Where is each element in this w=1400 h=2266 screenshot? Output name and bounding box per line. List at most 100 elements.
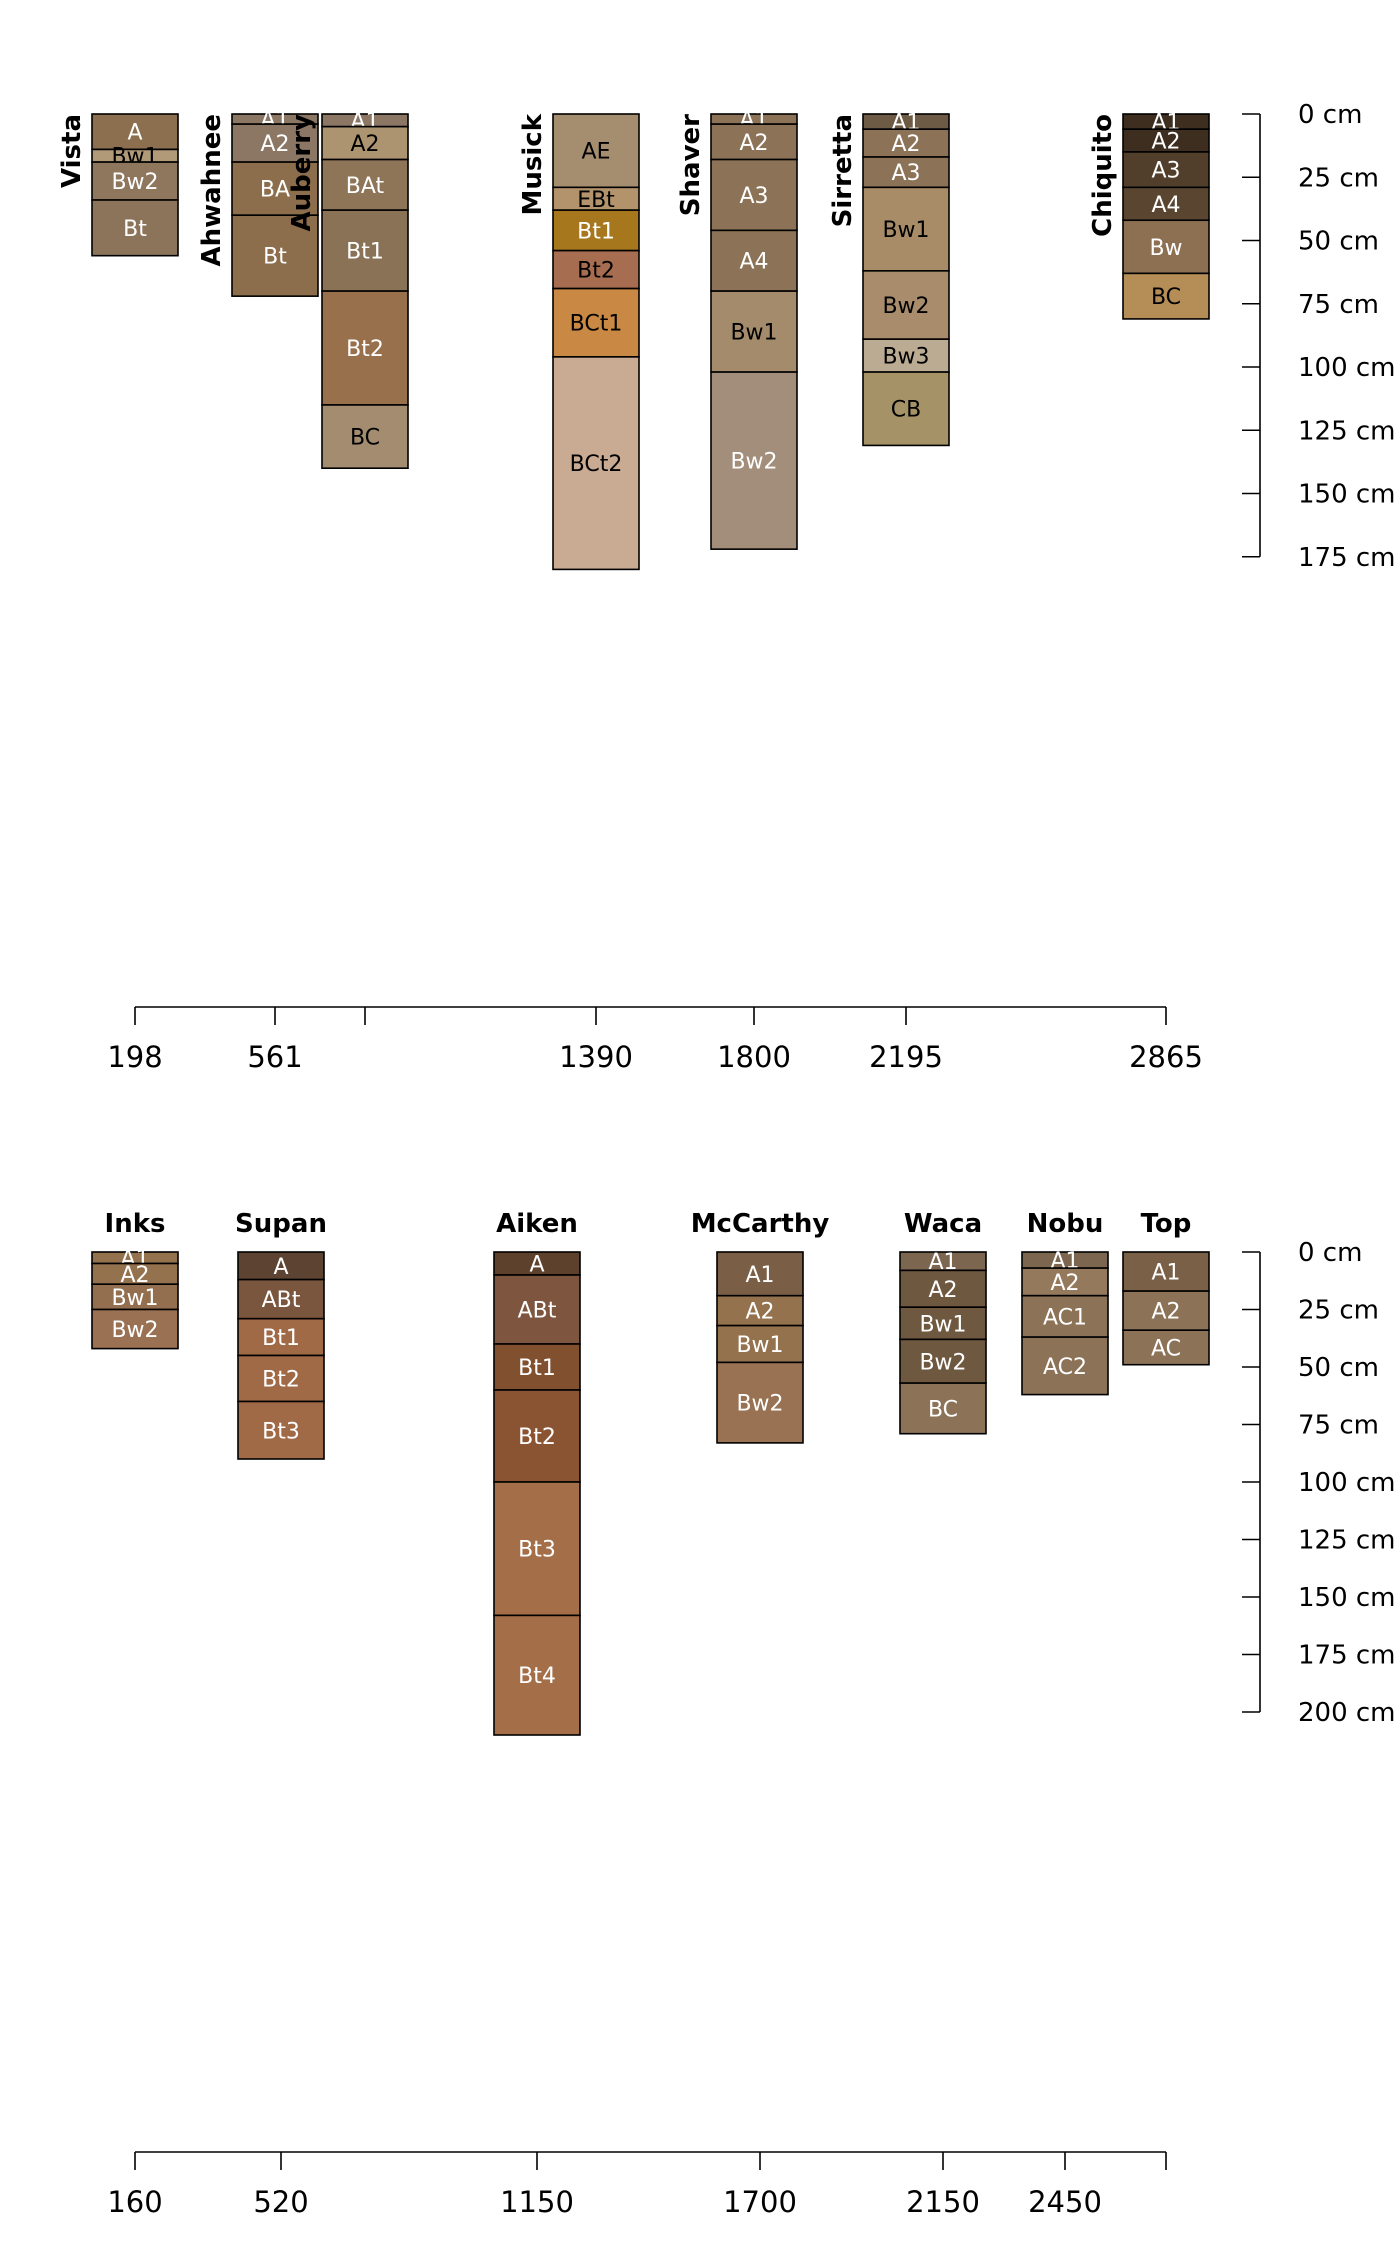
horizon-ahwahnee-3 xyxy=(231,214,319,297)
depth-tick-label: 100 cm xyxy=(1298,353,1396,383)
horizon-label: AE xyxy=(582,140,611,165)
horizon-label: Bw xyxy=(1149,236,1182,261)
depth-tick-label: 100 cm xyxy=(1298,1468,1396,1498)
depth-tick-label: 50 cm xyxy=(1298,1353,1379,1383)
x-tick-label: 2865 xyxy=(1129,1040,1203,1074)
horizon-label: A2 xyxy=(260,132,289,157)
depth-tick-label: 75 cm xyxy=(1298,1411,1379,1441)
horizon-shaver-5 xyxy=(710,371,798,550)
horizon-label: Bw2 xyxy=(730,450,777,475)
horizon-supan-4 xyxy=(237,1400,325,1460)
horizon-label: ABt xyxy=(262,1288,301,1313)
horizon-vista-0 xyxy=(91,113,179,151)
horizon-label: Bt xyxy=(123,217,147,242)
profile-name: Shaver xyxy=(676,114,706,216)
horizon-label: A2 xyxy=(745,1300,774,1325)
profile-name: Nobu xyxy=(1027,1209,1104,1239)
horizon-label: Bw1 xyxy=(736,1333,783,1358)
horizon-musick-0 xyxy=(552,113,640,189)
depth-tick-label: 200 cm xyxy=(1298,1698,1396,1728)
horizon-label: Bw1 xyxy=(919,1312,966,1337)
depth-tick-label: 175 cm xyxy=(1298,543,1396,573)
depth-tick-label: 25 cm xyxy=(1298,163,1379,193)
horizon-label: Bt4 xyxy=(518,1664,556,1689)
horizon-label: BAt xyxy=(346,174,385,199)
profile-name: Waca xyxy=(904,1209,982,1239)
horizon-label: Bt3 xyxy=(262,1419,300,1444)
horizon-label: Bw2 xyxy=(736,1392,783,1417)
horizon-top-2 xyxy=(1122,1329,1210,1366)
horizon-label: Bw3 xyxy=(882,345,929,370)
horizon-aiken-5 xyxy=(493,1614,581,1736)
horizon-chiquito-3 xyxy=(1122,186,1210,222)
x-tick-label: 2195 xyxy=(869,1040,943,1074)
horizon-label: Bw1 xyxy=(882,218,929,243)
horizon-waca-1 xyxy=(899,1269,987,1309)
horizon-auberry-2 xyxy=(321,158,409,211)
profile-name: Chiquito xyxy=(1088,114,1118,237)
horizon-label: Bt1 xyxy=(577,219,615,244)
horizon-musick-2 xyxy=(552,209,640,252)
x-tick-label: 1800 xyxy=(717,1040,791,1074)
horizon-label: Bt1 xyxy=(262,1326,300,1351)
horizon-label: Bw2 xyxy=(111,170,158,195)
depth-tick-label: 75 cm xyxy=(1298,290,1379,320)
x-tick-label: 1150 xyxy=(500,2185,574,2219)
horizon-sirretta-5 xyxy=(862,338,950,373)
horizon-supan-2 xyxy=(237,1317,325,1357)
depth-tick-label: 125 cm xyxy=(1298,416,1396,446)
horizon-ahwahnee-1 xyxy=(231,123,319,163)
horizon-supan-1 xyxy=(237,1278,325,1320)
horizon-label: Bw2 xyxy=(111,1318,158,1343)
x-tick-label: 1390 xyxy=(559,1040,633,1074)
depth-tick-label: 175 cm xyxy=(1298,1641,1396,1671)
horizon-label: AC1 xyxy=(1043,1305,1087,1330)
horizon-aiken-4 xyxy=(493,1481,581,1617)
depth-tick-label: 125 cm xyxy=(1298,1526,1396,1556)
horizon-label: Bw1 xyxy=(730,321,777,346)
horizon-label: BC xyxy=(350,426,380,451)
horizon-label: BA xyxy=(260,178,290,203)
horizon-ahwahnee-2 xyxy=(231,161,319,217)
profile-name: Vista xyxy=(57,114,87,188)
horizon-label: A2 xyxy=(1151,1300,1180,1325)
horizon-aiken-1 xyxy=(493,1274,581,1345)
profile-name: Inks xyxy=(105,1209,166,1239)
x-tick-label: 520 xyxy=(253,2185,308,2219)
horizon-vista-3 xyxy=(91,199,179,257)
horizon-sirretta-3 xyxy=(862,186,950,272)
horizon-chiquito-2 xyxy=(1122,151,1210,189)
horizon-waca-3 xyxy=(899,1338,987,1384)
horizon-label: Bt2 xyxy=(262,1368,300,1393)
horizon-waca-4 xyxy=(899,1382,987,1435)
horizon-musick-5 xyxy=(552,356,640,571)
horizon-label: A2 xyxy=(928,1278,957,1303)
depth-tick-label: 25 cm xyxy=(1298,1296,1379,1326)
horizon-label: EBt xyxy=(577,188,615,213)
horizon-musick-3 xyxy=(552,249,640,290)
horizon-label: A2 xyxy=(739,131,768,156)
horizon-nobu-3 xyxy=(1021,1336,1109,1396)
horizon-inks-3 xyxy=(91,1308,179,1350)
horizon-label: Bw2 xyxy=(882,294,929,319)
depth-tick-label: 50 cm xyxy=(1298,227,1379,257)
horizon-label: Bt2 xyxy=(518,1425,556,1450)
horizon-mccarthy-3 xyxy=(716,1361,804,1444)
horizon-label: AC2 xyxy=(1043,1355,1087,1380)
horizon-chiquito-5 xyxy=(1122,272,1210,320)
depth-tick-label: 0 cm xyxy=(1298,1238,1362,1268)
horizon-label: A2 xyxy=(1050,1271,1079,1296)
profile-name: Auberry xyxy=(287,114,317,232)
horizon-label: A3 xyxy=(891,161,920,186)
horizon-auberry-5 xyxy=(321,404,409,470)
x-tick-label: 198 xyxy=(107,1040,162,1074)
profile-name: Ahwahnee xyxy=(197,114,227,266)
horizon-top-0 xyxy=(1122,1251,1210,1292)
horizon-label: A3 xyxy=(1151,159,1180,184)
horizon-label: ABt xyxy=(518,1299,557,1324)
horizon-label: A4 xyxy=(739,250,768,275)
horizon-label: A2 xyxy=(891,132,920,157)
depth-tick-label: 150 cm xyxy=(1298,1583,1396,1613)
horizon-auberry-4 xyxy=(321,290,409,406)
